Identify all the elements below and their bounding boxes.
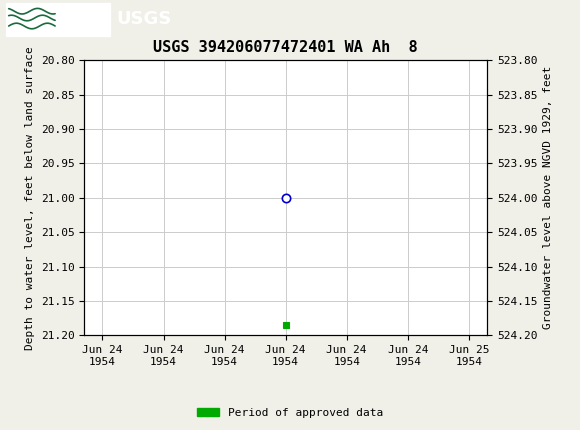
Y-axis label: Groundwater level above NGVD 1929, feet: Groundwater level above NGVD 1929, feet [543, 66, 553, 329]
Title: USGS 394206077472401 WA Ah  8: USGS 394206077472401 WA Ah 8 [153, 40, 418, 55]
Legend: Period of approved data: Period of approved data [193, 403, 387, 422]
Text: USGS: USGS [116, 10, 171, 28]
Bar [6, 3, 110, 36]
Y-axis label: Depth to water level, feet below land surface: Depth to water level, feet below land su… [25, 46, 35, 350]
